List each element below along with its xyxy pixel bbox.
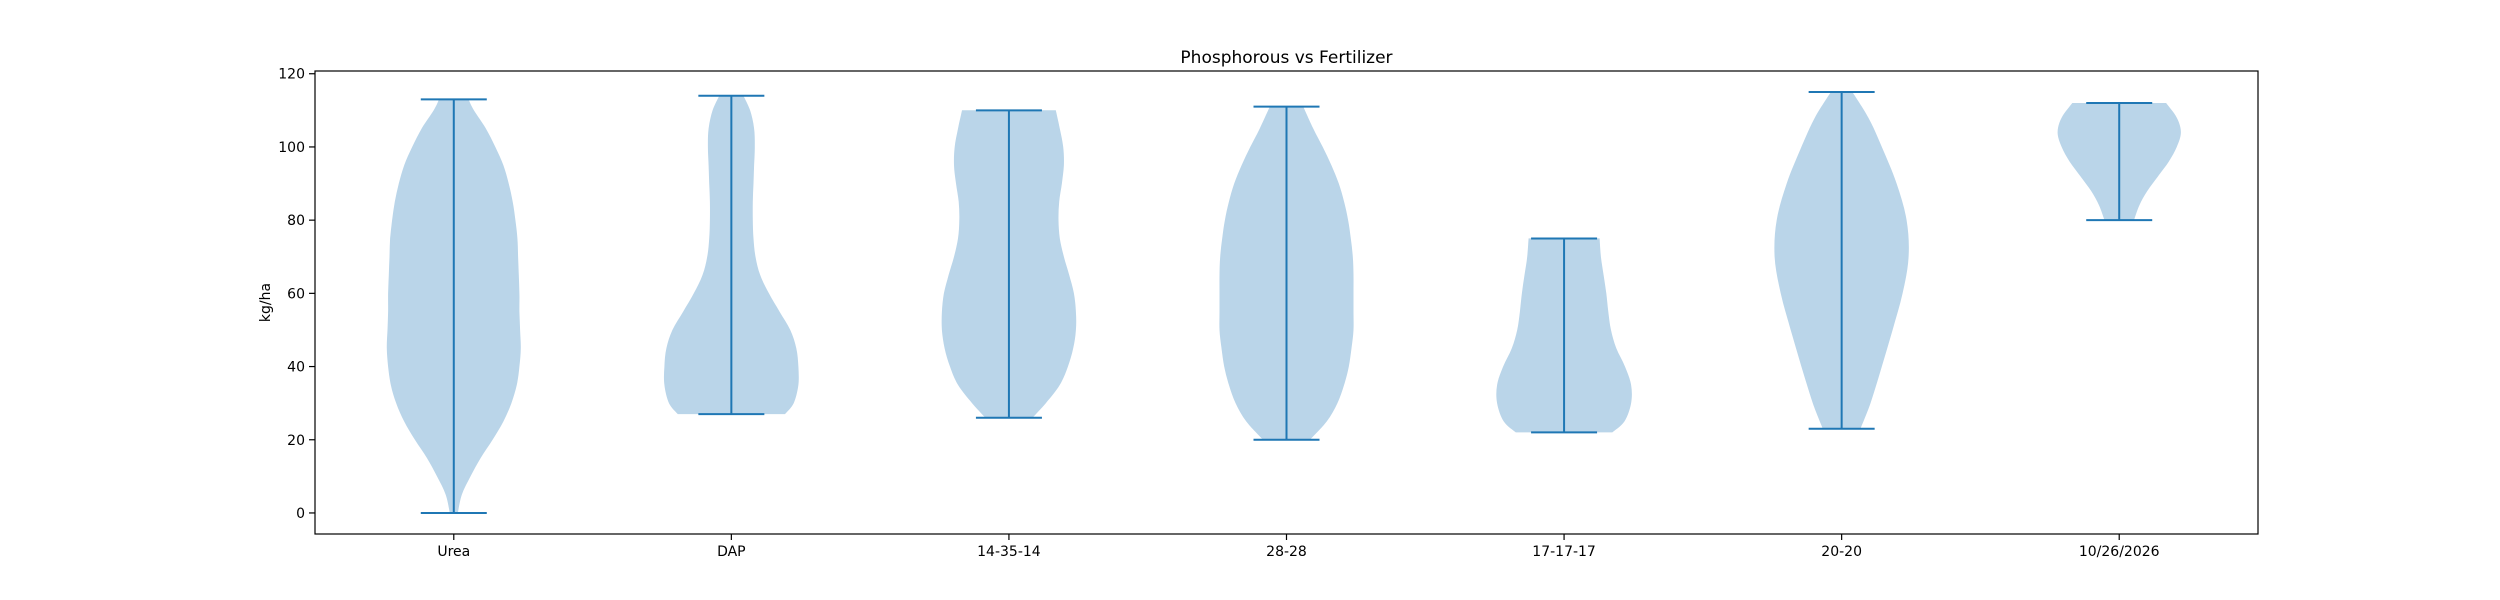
y-tick-label: 0 xyxy=(296,506,305,522)
x-tick-label: 14-35-14 xyxy=(977,544,1041,560)
y-tick-label: 120 xyxy=(278,67,305,83)
x-tick-label: 17-17-17 xyxy=(1532,544,1596,560)
axis-ticks: 0 20 40 60 80 100 120 Urea DAP 14-35-14 28-28 17-17… xyxy=(278,67,2159,560)
plot-frame xyxy=(314,70,2259,535)
y-tick-label: 100 xyxy=(278,140,305,156)
chart-title: Phosphorous vs Fertilizer xyxy=(1180,48,1392,68)
x-tick-label: 10/26/2026 xyxy=(2079,544,2160,560)
x-tick-label: 28-28 xyxy=(1266,544,1307,560)
x-tick-label: DAP xyxy=(717,544,746,560)
x-tick-label: 20-20 xyxy=(1821,544,1862,560)
y-tick-label: 60 xyxy=(287,286,305,302)
y-tick-label: 40 xyxy=(287,360,305,376)
x-tick-label: Urea xyxy=(437,544,470,560)
y-axis-label: kg/ha xyxy=(258,283,274,322)
violin-layer xyxy=(386,91,2181,514)
y-tick-label: 20 xyxy=(287,433,305,449)
y-tick-label: 80 xyxy=(287,213,305,229)
